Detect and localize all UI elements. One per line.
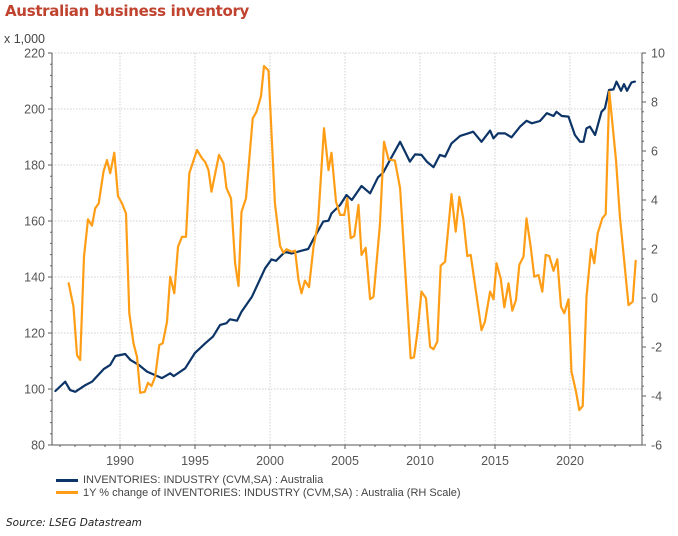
x-axis-tick-label: 2015 xyxy=(481,454,509,468)
x-axis-tick-label: 1990 xyxy=(106,454,134,468)
x-axis-tick-label: 2005 xyxy=(331,454,359,468)
left-axis-tick-label: 80 xyxy=(31,439,45,453)
legend-label-yoy-change: 1Y % change of INVENTORIES: INDUSTRY (CV… xyxy=(83,486,461,499)
x-axis-tick-label: 1995 xyxy=(181,454,209,468)
right-axis-tick-label: 2 xyxy=(651,243,658,257)
series-line-inventories xyxy=(54,80,637,393)
legend-item-inventories: INVENTORIES: INDUSTRY (CVM,SA) : Austral… xyxy=(56,474,461,487)
legend-swatch-inventories xyxy=(56,478,78,482)
right-axis-tick-label: 10 xyxy=(651,47,665,61)
legend-swatch-yoy-change xyxy=(56,491,78,495)
left-axis-unit-label: x 1,000 xyxy=(4,32,46,46)
right-axis-tick-label: 6 xyxy=(651,145,658,159)
series-lines xyxy=(54,64,637,412)
left-axis-tick-label: 180 xyxy=(24,159,45,173)
chart-title: Australian business inventory xyxy=(5,2,250,20)
x-axis-tick-label: 2000 xyxy=(256,454,284,468)
x-axis-tick-label: 2020 xyxy=(556,454,584,468)
right-axis-tick-label: -4 xyxy=(651,390,662,404)
right-axis-tick-label: 0 xyxy=(651,292,658,306)
legend-item-yoy-change: 1Y % change of INVENTORIES: INDUSTRY (CV… xyxy=(56,487,461,500)
left-axis-tick-label: 140 xyxy=(24,271,45,285)
x-axis-tick-label: 2010 xyxy=(406,454,434,468)
right-axis-tick-label: -6 xyxy=(651,439,662,453)
legend: INVENTORIES: INDUSTRY (CVM,SA) : Austral… xyxy=(56,474,461,499)
right-axis-tick-label: 4 xyxy=(651,194,658,208)
left-axis-tick-label: 100 xyxy=(24,383,45,397)
legend-label-inventories: INVENTORIES: INDUSTRY (CVM,SA) : Austral… xyxy=(83,474,324,486)
left-axis-tick-label: 120 xyxy=(24,327,45,341)
right-axis-tick-label: -2 xyxy=(651,341,662,355)
source-note: Source: LSEG Datastream xyxy=(6,517,142,529)
axes: 80 100 120 140 160 180 200 220 -6 -4 -2 0 2 4 6 8 10 1990… xyxy=(24,47,665,469)
gridlines xyxy=(52,52,642,445)
series-line-yoy-change xyxy=(67,64,637,412)
left-axis-tick-label: 160 xyxy=(24,215,45,229)
right-axis-tick-label: 8 xyxy=(651,96,658,110)
left-axis-tick-label: 220 xyxy=(24,47,45,61)
left-axis-tick-label: 200 xyxy=(24,103,45,117)
